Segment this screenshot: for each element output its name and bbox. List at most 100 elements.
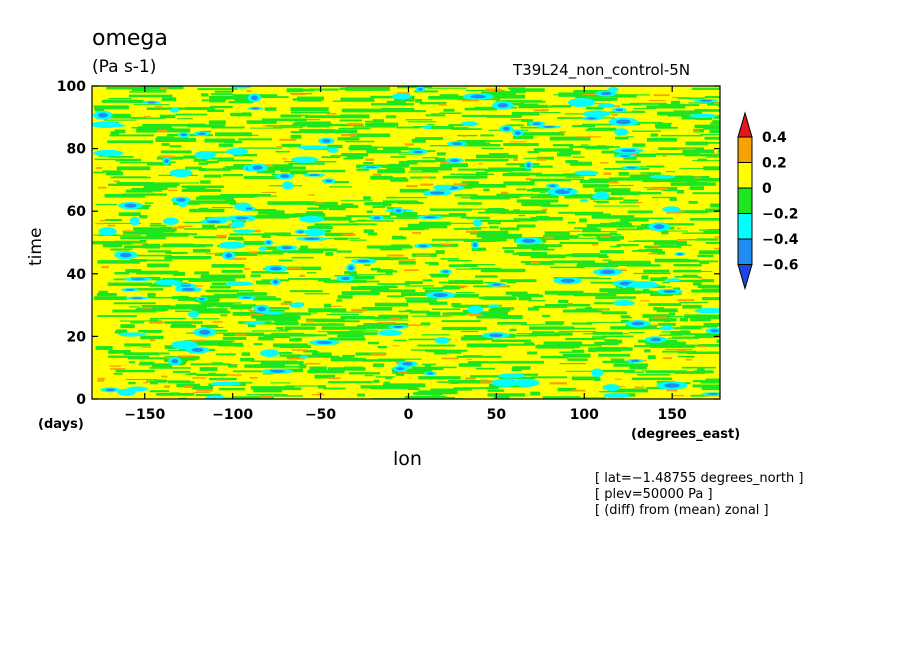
field-blob-core [316,340,333,344]
field-streak-negative [343,366,364,370]
field-streak-negative [253,343,263,346]
field-blob-strong [593,191,610,201]
field-streak-negative [492,343,536,346]
field-streak-negative [421,334,450,336]
field-streak-negative [643,187,655,189]
field-streak-negative [218,342,243,347]
field-streak-negative [139,239,147,243]
field-streak-positive [541,208,548,211]
field-streak-negative [352,223,377,226]
colorbar-arrow-top [737,111,753,138]
field-blob-core [251,95,258,101]
field-streak-negative [697,158,707,162]
field-streak-negative [415,98,422,103]
field-blob-strong [422,125,432,130]
field-streak-negative [443,239,450,242]
field-streak-negative [587,127,617,130]
field-streak-negative [582,184,609,188]
field-streak-negative [708,285,720,288]
field-streak-negative [260,246,284,250]
field-streak-negative [510,88,545,92]
field-streak-negative [149,224,167,227]
field-streak-negative [318,331,364,333]
field-streak-negative [156,124,192,127]
field-streak-negative [312,352,332,357]
field-streak-positive [525,177,532,181]
field-streak-negative [198,302,211,304]
field-blob-strong [258,246,268,251]
field-streak-negative [123,231,164,235]
field-streak-negative [466,216,490,219]
field-blob-core [491,283,502,286]
field-streak-negative [322,124,364,127]
field-blob-core [171,358,179,364]
field-streak-negative [356,325,392,329]
field-blob-strong [98,227,117,236]
field-streak-positive [178,225,193,228]
field-streak-negative [657,323,676,326]
field-streak-negative [412,366,444,371]
field-streak-negative [314,223,358,226]
annotation-pressure-level: [ plev=50000 Pa ] [595,487,713,502]
field-streak-negative [309,366,327,371]
field-streak-negative [321,156,341,159]
field-streak-negative [482,314,508,317]
field-streak-negative [193,236,227,239]
x-tick-label: −100 [212,407,253,423]
field-streak-negative [427,124,435,126]
field-streak-negative [616,244,639,247]
field-streak-negative [681,116,710,120]
field-streak-positive [248,251,258,254]
field-streak-negative [608,260,651,265]
field-streak-negative [128,254,172,257]
field-streak-negative [700,381,720,384]
field-streak-negative [483,361,505,364]
field-streak-negative [705,208,720,210]
field-streak-negative [414,90,439,93]
field-streak-negative [666,177,697,182]
field-streak-negative [544,231,570,235]
field-streak-positive [107,224,116,227]
field-streak-negative [610,290,653,294]
field-streak-negative [349,330,379,332]
field-streak-negative [653,241,687,245]
field-streak-negative [323,356,333,358]
field-streak-negative [652,196,677,199]
field-streak-negative [378,314,409,319]
field-streak-negative [201,303,234,307]
x-axis-label: lon [393,448,422,470]
field-streak-negative [391,368,433,373]
field-streak-positive [571,389,586,392]
field-streak-negative [630,102,667,105]
field-streak-negative [558,211,604,214]
field-streak-positive [651,245,659,247]
colorbar-box [737,187,753,214]
field-streak-negative [381,107,415,111]
field-streak-negative [291,201,317,205]
field-streak-negative [399,227,425,231]
field-streak-negative [656,308,678,313]
field-streak-negative [458,363,482,367]
field-blob-core [526,163,531,168]
field-streak-negative [273,319,298,322]
field-streak-negative [670,100,680,105]
field-streak-negative [440,258,459,260]
field-streak-negative [168,137,189,140]
field-streak-negative [286,355,302,359]
field-blob-core [272,279,279,284]
field-streak-negative [153,127,175,131]
x-tick-label: 150 [658,407,687,423]
field-streak-positive [254,229,261,233]
field-streak-negative [149,390,170,393]
field-blob-strong [660,325,675,331]
field-streak-negative [243,176,287,179]
field-blob-core [304,237,320,240]
field-streak-negative [480,268,526,273]
field-streak-negative [193,158,208,162]
y-axis-units: (days) [38,417,84,432]
field-streak-negative [394,98,415,102]
field-streak-negative [325,252,334,256]
field-streak-positive [575,136,594,138]
field-streak-positive [582,93,600,96]
field-streak-negative [337,295,353,299]
